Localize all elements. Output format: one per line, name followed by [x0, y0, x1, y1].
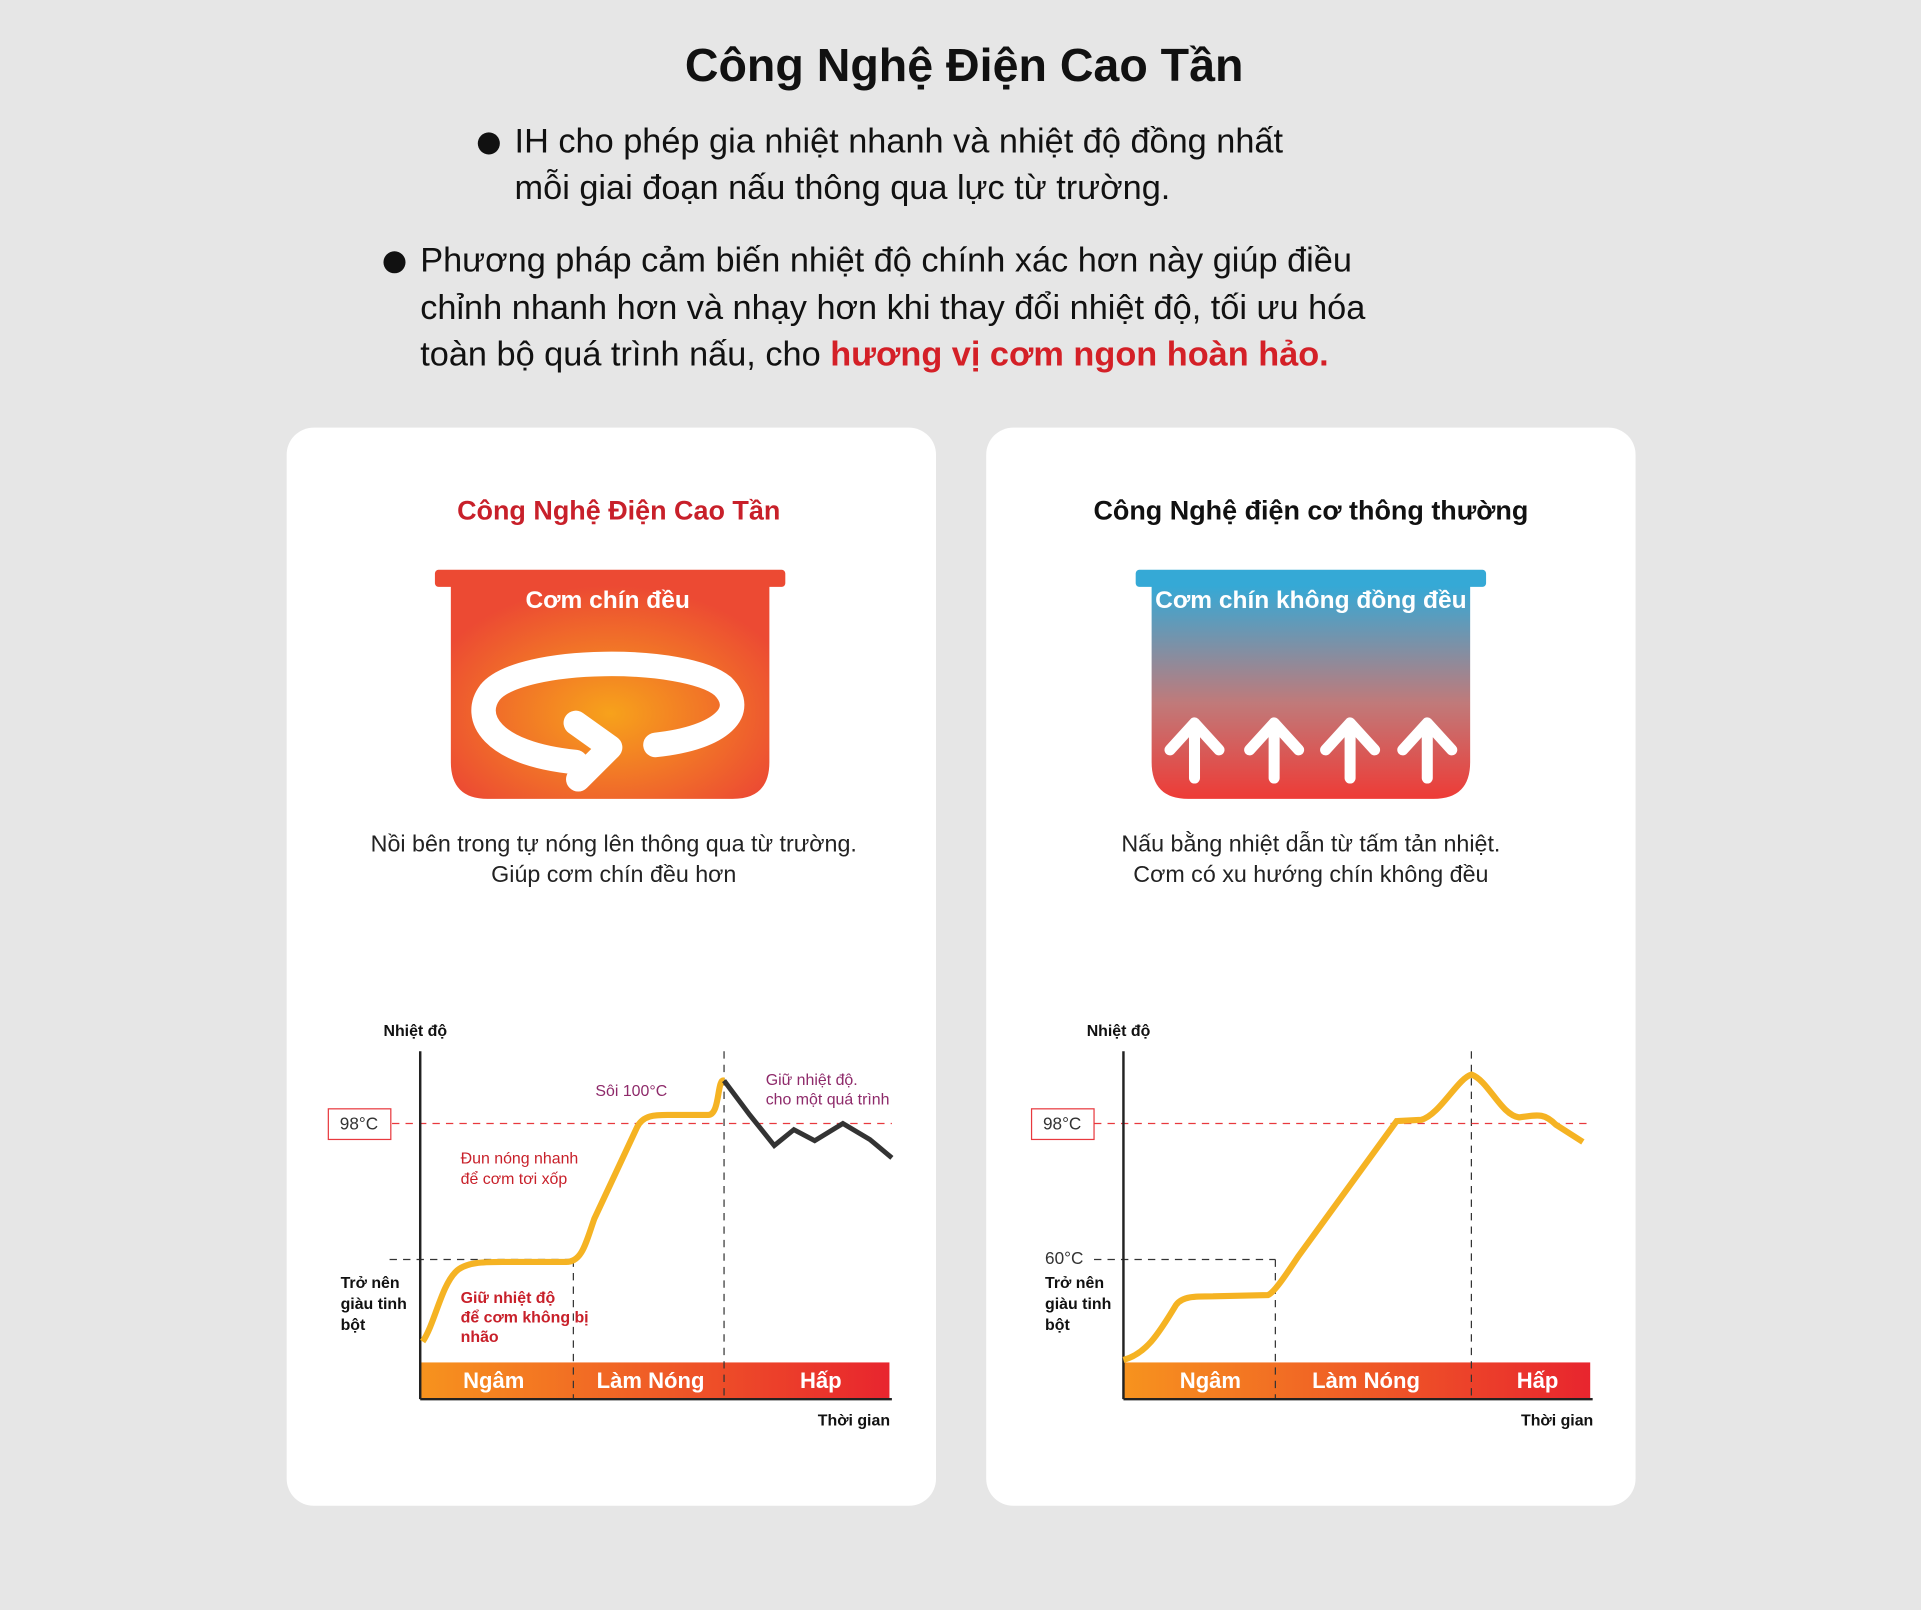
bullet-dot: [383, 251, 406, 274]
highlight: hương vị cơm ngon hoàn hảo.: [830, 336, 1328, 374]
bullet-text: Phương pháp cảm biến nhiệt độ chính xác …: [420, 241, 1352, 279]
x-label: Thời gian: [818, 1412, 890, 1429]
phase-label: Hấp: [800, 1368, 842, 1393]
panel: [286, 427, 936, 1506]
chart: Ngâm Làm Nóng Hấp 98°C Nhiệt độ Thời gia…: [327, 1023, 894, 1429]
panel-title: Công Nghệ điện cơ thông thường: [1093, 495, 1528, 525]
title: Công Nghệ Điện Cao Tần: [685, 39, 1244, 91]
annotation: cho một quá trình: [766, 1091, 890, 1108]
bullet-text: mỗi giai đoạn nấu thông qua lực từ trườn…: [515, 168, 1171, 207]
bullet-text: toàn bộ quá trình nấu, cho hương vị cơm …: [420, 336, 1328, 374]
panel: [986, 427, 1636, 1506]
bullet-text: chỉnh nhanh hơn và nhạy hơn khi thay đổi…: [420, 289, 1366, 327]
annotation: Sôi 100°C: [595, 1083, 667, 1100]
caption: Nồi bên trong tự nóng lên thông qua từ t…: [371, 831, 857, 857]
side-label: giàu tinh: [1045, 1296, 1111, 1313]
bullet-text: IH cho phép gia nhiệt nhanh và nhiệt độ …: [515, 122, 1284, 160]
side-label: giàu tinh: [341, 1296, 407, 1313]
ref-box: [327, 1108, 392, 1141]
phase-band: [1123, 1362, 1591, 1400]
x-label: Thời gian: [1521, 1412, 1593, 1429]
pot-rim: [1135, 569, 1487, 587]
pot: [1151, 585, 1471, 799]
phase-label: Ngâm: [1180, 1368, 1241, 1393]
curve: [420, 1077, 728, 1344]
phase-label: Hấp: [1517, 1368, 1559, 1393]
side-label: bột: [341, 1317, 366, 1334]
annotation: để cơm tơi xốp: [461, 1170, 568, 1188]
annotation: nhão: [461, 1329, 499, 1346]
text: toàn bộ quá trình nấu, cho: [420, 336, 830, 374]
ref-label: 98°C: [1043, 1113, 1081, 1133]
phase-band: [420, 1362, 890, 1400]
chart: Ngâm Làm Nóng Hấp 98°C 60°C Nhiệt độ Thờ…: [1030, 1023, 1593, 1429]
swirl-arrow: [563, 710, 623, 792]
curve: [722, 1079, 894, 1160]
low-label: 60°C: [1045, 1248, 1083, 1268]
annotation: Giữ nhiệt độ: [461, 1290, 556, 1307]
y-label: Nhiệt độ: [383, 1023, 447, 1040]
panel-title: Công Nghệ Điện Cao Tần: [457, 495, 780, 525]
annotation: Đun nóng nhanh: [461, 1150, 579, 1167]
ref-box: [1030, 1108, 1095, 1141]
pot-label: Cơm chín đều: [525, 587, 689, 614]
y-label: Nhiệt độ: [1087, 1023, 1151, 1040]
caption: Giúp cơm chín đều hơn: [491, 861, 736, 887]
pot-rim: [434, 569, 786, 587]
bullet-dot: [477, 132, 500, 155]
heat-arrows: [1164, 717, 1458, 784]
annotation: Giữ nhiệt độ.: [766, 1072, 858, 1089]
annotation: để cơm không bị: [461, 1309, 589, 1327]
ref-label: 98°C: [340, 1113, 378, 1133]
swirl: [471, 651, 745, 775]
phase-label: Ngâm: [463, 1368, 524, 1393]
curve: [1122, 1071, 1585, 1363]
side-label: Trở nên: [1045, 1275, 1104, 1292]
phase-label: Làm Nóng: [1312, 1368, 1420, 1393]
pot-label: Cơm chín không đồng đều: [1155, 587, 1466, 614]
caption: Nấu bằng nhiệt dẫn từ tấm tản nhiệt.: [1121, 831, 1500, 857]
caption: Cơm có xu hướng chín không đều: [1133, 861, 1488, 887]
side-label: Trở nên: [341, 1275, 400, 1292]
phase-label: Làm Nóng: [597, 1368, 705, 1393]
side-label: bột: [1045, 1317, 1070, 1334]
